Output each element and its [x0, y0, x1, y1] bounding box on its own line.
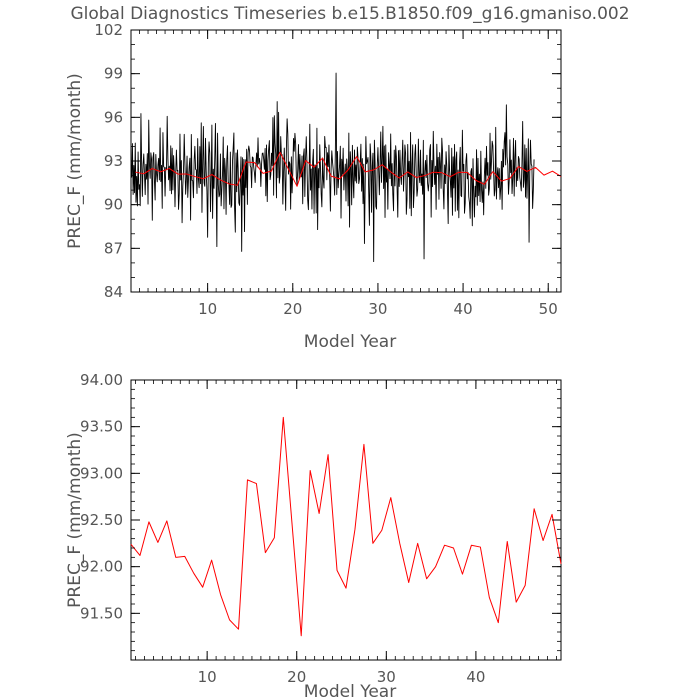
- annual-mean-panel: 10 20 30 40 91.50 92.00 92.50 93.00 93.50 94.00 M…: [65, 371, 562, 700]
- x-tick-label: 10: [198, 668, 217, 686]
- y-tick-label: 90: [104, 196, 123, 214]
- x-tick-label: 20: [287, 668, 306, 686]
- monthly-series-line: [130, 72, 535, 263]
- x-tick-label: 30: [368, 300, 387, 318]
- monthly-timeseries-panel: 10 20 30 40 50 84 87 90 93 96 99 102 Model Year PRE…: [65, 21, 562, 352]
- x-tick-label: 40: [454, 300, 473, 318]
- x-axis-title: Model Year: [304, 332, 396, 352]
- y-tick-label: 99: [104, 65, 123, 83]
- x-axis-title: Model Year: [304, 682, 396, 700]
- y-tick-label: 87: [104, 239, 123, 257]
- y-axis-title: PREC_F (mm/month): [65, 73, 85, 249]
- y-tick-label: 102: [94, 21, 123, 39]
- y-tick-label: 93.00: [80, 464, 123, 482]
- y-tick-label: 93: [104, 152, 123, 170]
- annual-mean-series-line: [130, 416, 562, 637]
- y-tick-label: 96: [104, 108, 123, 126]
- x-tick-label: 20: [283, 300, 302, 318]
- x-tick-label: 50: [539, 300, 558, 318]
- x-tick-label: 10: [198, 300, 217, 318]
- y-axis-title: PREC_F (mm/month): [65, 432, 85, 608]
- y-tick-label: 93.50: [80, 418, 123, 436]
- y-tick-label: 91.50: [80, 604, 123, 622]
- x-tick-label: 30: [377, 668, 396, 686]
- x-tick-label: 40: [466, 668, 485, 686]
- y-tick-label: 84: [104, 283, 123, 301]
- figure-title: Global Diagnostics Timeseries b.e15.B185…: [70, 4, 629, 24]
- y-tick-label: 94.00: [80, 371, 123, 389]
- annual-mean-series-line: [135, 151, 562, 187]
- y-tick-label: 92.00: [80, 558, 123, 576]
- y-tick-label: 92.50: [80, 511, 123, 529]
